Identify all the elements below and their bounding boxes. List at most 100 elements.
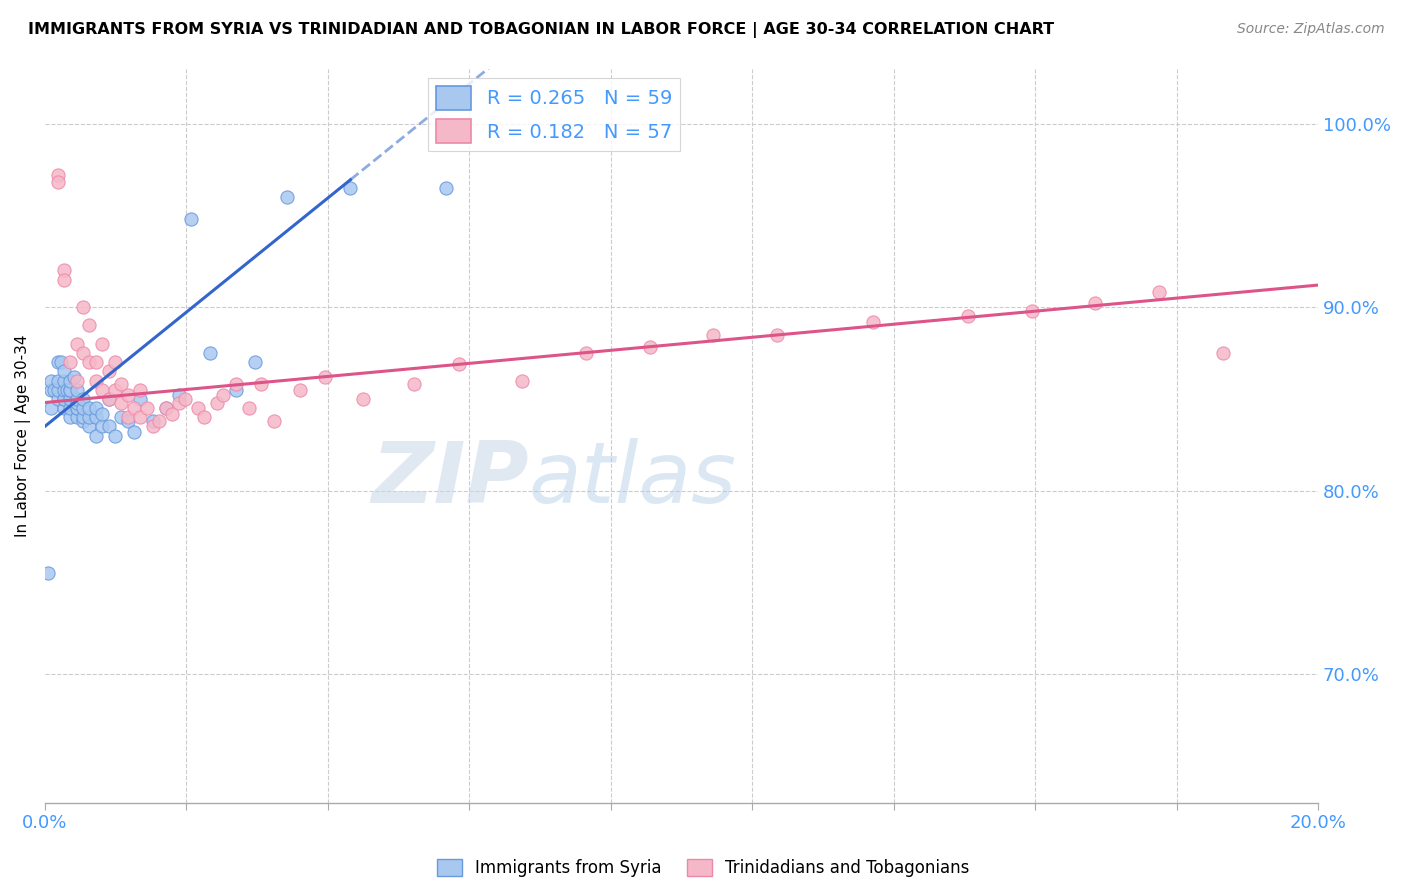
Text: IMMIGRANTS FROM SYRIA VS TRINIDADIAN AND TOBAGONIAN IN LABOR FORCE | AGE 30-34 C: IMMIGRANTS FROM SYRIA VS TRINIDADIAN AND… — [28, 22, 1054, 38]
Point — [66, 392, 89, 406]
Point — [117, 410, 139, 425]
Point — [276, 190, 298, 204]
Y-axis label: In Labor Force | Age 30-34: In Labor Force | Age 30-34 — [15, 334, 31, 537]
Point — [238, 401, 260, 415]
Point — [288, 383, 311, 397]
Point — [39, 374, 62, 388]
Point — [225, 377, 247, 392]
Point — [1021, 303, 1043, 318]
Point — [53, 263, 76, 277]
Legend: Immigrants from Syria, Trinidadians and Tobagonians: Immigrants from Syria, Trinidadians and … — [430, 852, 976, 884]
Point — [66, 401, 89, 415]
Point — [135, 401, 157, 415]
Point — [84, 428, 107, 442]
Point — [110, 410, 132, 425]
Point — [66, 401, 89, 415]
Point — [129, 392, 152, 406]
Point — [59, 383, 82, 397]
Point — [46, 175, 69, 189]
Point — [49, 355, 72, 369]
Point — [352, 392, 374, 406]
Point — [72, 392, 94, 406]
Point — [59, 383, 82, 397]
Text: ZIP: ZIP — [371, 438, 529, 521]
Point — [97, 392, 120, 406]
Point — [129, 410, 152, 425]
Point — [155, 401, 177, 415]
Point — [174, 392, 197, 406]
Point — [110, 377, 132, 392]
Point — [91, 336, 114, 351]
Legend: R = 0.265   N = 59, R = 0.182   N = 57: R = 0.265 N = 59, R = 0.182 N = 57 — [429, 78, 681, 151]
Point — [79, 410, 101, 425]
Point — [72, 410, 94, 425]
Point — [91, 407, 114, 421]
Point — [59, 355, 82, 369]
Text: Source: ZipAtlas.com: Source: ZipAtlas.com — [1237, 22, 1385, 37]
Point — [79, 419, 101, 434]
Point — [142, 414, 165, 428]
Point — [72, 401, 94, 415]
Point — [104, 355, 127, 369]
Point — [314, 369, 336, 384]
Point — [66, 374, 89, 388]
Point — [404, 377, 426, 392]
Point — [59, 392, 82, 406]
Point — [84, 401, 107, 415]
Point — [702, 327, 724, 342]
Point — [53, 392, 76, 406]
Point — [110, 395, 132, 409]
Point — [37, 566, 59, 581]
Point — [122, 425, 145, 439]
Point — [212, 388, 235, 402]
Point — [79, 318, 101, 333]
Point — [59, 410, 82, 425]
Point — [53, 374, 76, 388]
Point — [148, 414, 170, 428]
Point — [638, 341, 661, 355]
Point — [225, 383, 247, 397]
Point — [1147, 285, 1170, 300]
Point — [66, 336, 89, 351]
Point — [59, 401, 82, 415]
Point — [160, 407, 183, 421]
Point — [180, 212, 202, 227]
Point — [84, 410, 107, 425]
Point — [243, 355, 266, 369]
Point — [62, 369, 84, 384]
Point — [79, 401, 101, 415]
Point — [155, 401, 177, 415]
Point — [205, 395, 228, 409]
Point — [39, 383, 62, 397]
Point — [766, 327, 789, 342]
Point — [339, 181, 361, 195]
Point — [200, 346, 222, 360]
Point — [39, 401, 62, 415]
Point — [117, 388, 139, 402]
Point — [56, 383, 79, 397]
Point — [142, 419, 165, 434]
Text: atlas: atlas — [529, 438, 737, 521]
Point — [53, 364, 76, 378]
Point — [187, 401, 209, 415]
Point — [72, 300, 94, 314]
Point — [84, 374, 107, 388]
Point — [104, 428, 127, 442]
Point — [1084, 296, 1107, 310]
Point — [575, 346, 598, 360]
Point — [66, 395, 89, 409]
Point — [79, 355, 101, 369]
Point — [84, 355, 107, 369]
Point — [59, 374, 82, 388]
Point — [117, 414, 139, 428]
Point — [53, 392, 76, 406]
Point — [167, 395, 190, 409]
Point — [434, 181, 457, 195]
Point — [46, 168, 69, 182]
Point — [193, 410, 215, 425]
Point — [44, 383, 66, 397]
Point — [97, 392, 120, 406]
Point — [129, 383, 152, 397]
Point — [512, 374, 534, 388]
Point — [263, 414, 285, 428]
